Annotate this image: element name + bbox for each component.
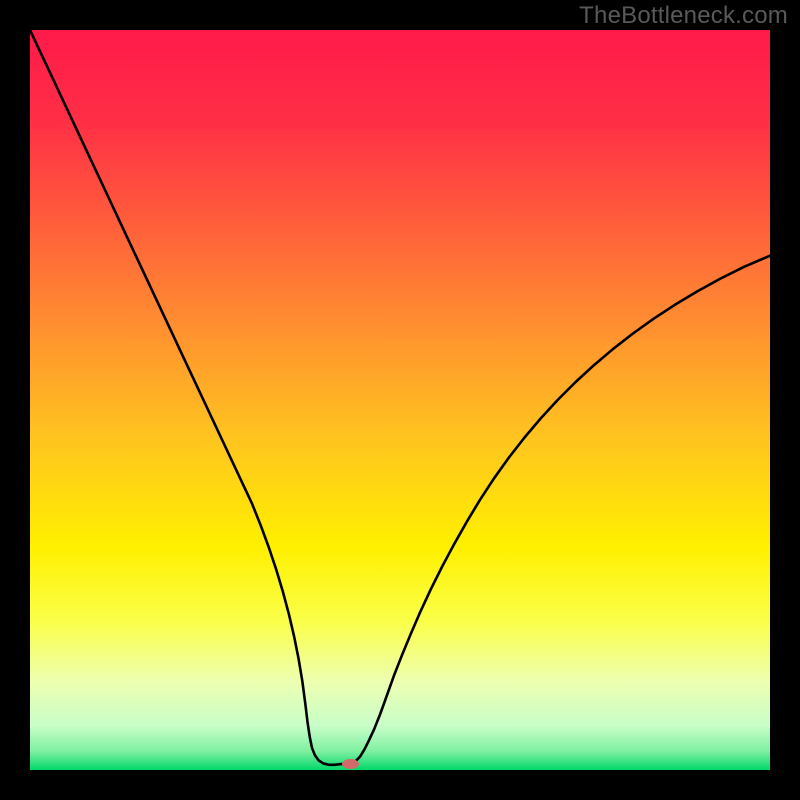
canvas-background: TheBottleneck.com [0,0,800,800]
chart-svg [30,30,770,770]
plot-area [30,30,770,770]
watermark-text: TheBottleneck.com [579,2,788,30]
